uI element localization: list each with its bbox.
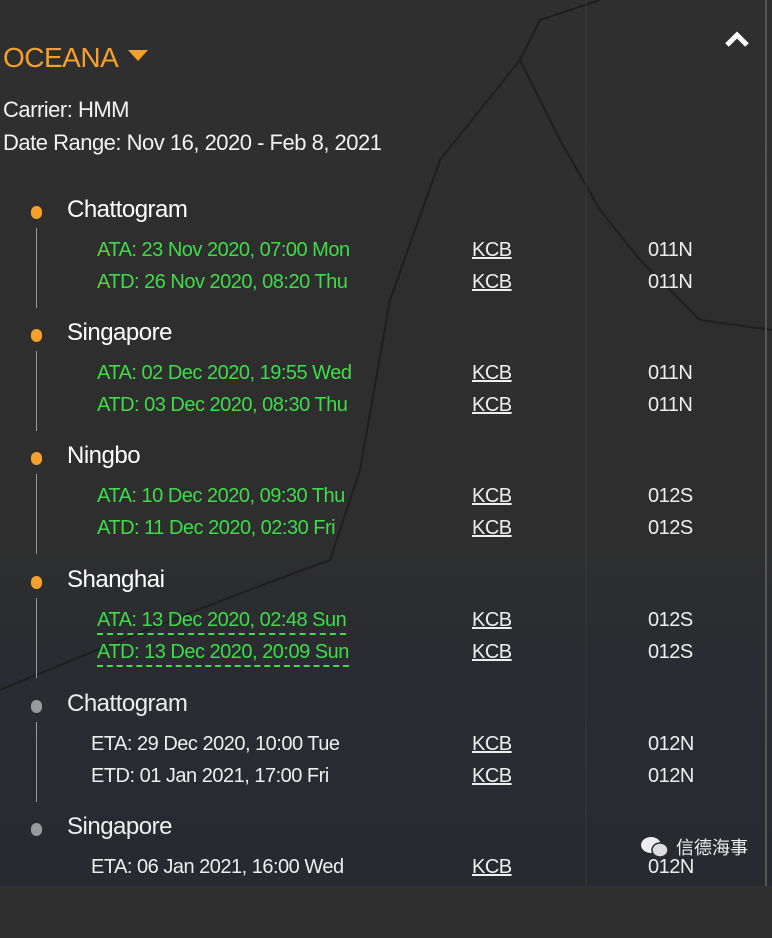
timeline-line	[36, 351, 37, 431]
schedule-row: ATA: 10 Dec 2020, 09:30 Thu KCB 012S	[0, 485, 772, 513]
port-name: Chattogram	[67, 196, 188, 223]
event-time: ETA: 06 Jan 2021, 16:00 Wed	[91, 856, 344, 878]
event-time: ATA: 02 Dec 2020, 19:55 Wed	[97, 362, 352, 384]
schedule-row: ATD: 26 Nov 2020, 08:20 Thu KCB 011N	[0, 271, 772, 299]
service-link[interactable]: KCB	[472, 394, 512, 416]
timeline-dot-icon	[31, 576, 42, 589]
port-name: Ningbo	[67, 442, 141, 469]
port-stop: Ningbo ATA: 10 Dec 2020, 09:30 Thu KCB 0…	[0, 442, 772, 567]
event-time: ATD: 11 Dec 2020, 02:30 Fri	[97, 517, 336, 539]
service-link[interactable]: KCB	[472, 239, 512, 261]
service-link[interactable]: KCB	[472, 733, 512, 755]
carrier-label: Carrier: HMM	[3, 97, 130, 122]
schedule-row: ATA: 13 Dec 2020, 02:48 Sun KCB 012S	[0, 609, 772, 637]
service-link[interactable]: KCB	[472, 856, 512, 878]
port-name: Singapore	[67, 319, 172, 346]
timeline-line	[36, 474, 37, 554]
event-time: ATA: 23 Nov 2020, 07:00 Mon	[97, 239, 350, 261]
voyage-number: 012N	[648, 733, 694, 755]
voyage-number: 011N	[648, 271, 693, 293]
schedule-row: ATA: 23 Nov 2020, 07:00 Mon KCB 011N	[0, 239, 772, 267]
chevron-up-icon[interactable]	[724, 28, 750, 50]
timeline-dot-icon	[31, 206, 42, 219]
port-name: Shanghai	[67, 566, 165, 593]
date-range-label: Date Range: Nov 16, 2020 - Feb 8, 2021	[3, 130, 382, 155]
schedule-row: ATA: 02 Dec 2020, 19:55 Wed KCB 011N	[0, 362, 772, 390]
event-time: ETA: 29 Dec 2020, 10:00 Tue	[91, 733, 340, 755]
event-time: ATA: 10 Dec 2020, 09:30 Thu	[97, 485, 345, 507]
event-time: ATD: 13 Dec 2020, 20:09 Sun	[97, 641, 349, 667]
voyage-number: 011N	[648, 362, 693, 384]
caret-down-icon	[128, 49, 149, 61]
schedule-row: ATD: 11 Dec 2020, 02:30 Fri KCB 012S	[0, 517, 772, 545]
timeline-dot-icon	[31, 329, 42, 342]
port-stop: Chattogram ATA: 23 Nov 2020, 07:00 Mon K…	[0, 196, 772, 321]
port-stop: Chattogram ETA: 29 Dec 2020, 10:00 Tue K…	[0, 690, 772, 815]
voyage-number: 012S	[648, 485, 693, 507]
watermark: 信德海事	[640, 834, 748, 860]
event-time: ATA: 13 Dec 2020, 02:48 Sun	[97, 609, 347, 635]
timeline-line	[36, 722, 37, 802]
wechat-icon	[641, 837, 669, 858]
service-link[interactable]: KCB	[472, 271, 512, 293]
schedule-row: ATD: 13 Dec 2020, 20:09 Sun KCB 012S	[0, 641, 772, 669]
service-link[interactable]: KCB	[472, 609, 512, 631]
voyage-number: 012S	[648, 609, 693, 631]
service-link[interactable]: KCB	[472, 517, 512, 539]
event-time: ATD: 03 Dec 2020, 08:30 Thu	[97, 394, 348, 416]
vessel-name: OCEANA	[3, 42, 119, 73]
port-stop: Shanghai ATA: 13 Dec 2020, 02:48 Sun KCB…	[0, 566, 772, 691]
service-link[interactable]: KCB	[472, 485, 512, 507]
vessel-dropdown[interactable]: OCEANA	[3, 42, 149, 74]
port-stop: Singapore ATA: 02 Dec 2020, 19:55 Wed KC…	[0, 319, 772, 444]
timeline-dot-icon	[31, 700, 42, 713]
schedule-row: ETA: 06 Jan 2021, 16:00 Wed KCB 012N	[0, 856, 772, 884]
port-name: Chattogram	[67, 690, 188, 717]
voyage-number: 012S	[648, 517, 693, 539]
voyage-number: 011N	[648, 394, 693, 416]
service-link[interactable]: KCB	[472, 362, 512, 384]
voyage-number: 012S	[648, 641, 693, 663]
vessel-schedule-panel: OCEANA Carrier: HMM Date Range: Nov 16, …	[0, 28, 772, 878]
timeline-line	[36, 598, 37, 678]
event-time: ETD: 01 Jan 2021, 17:00 Fri	[91, 765, 329, 787]
schedule-row: ETD: 01 Jan 2021, 17:00 Fri KCB 012N	[0, 765, 772, 793]
voyage-number: 012N	[648, 856, 694, 878]
schedule-row: ETA: 29 Dec 2020, 10:00 Tue KCB 012N	[0, 733, 772, 761]
voyage-number: 012N	[648, 765, 694, 787]
timeline-dot-icon	[31, 452, 42, 465]
service-link[interactable]: KCB	[472, 765, 512, 787]
voyage-number: 011N	[648, 239, 693, 261]
port-stop: Singapore ETA: 06 Jan 2021, 16:00 Wed KC…	[0, 813, 772, 938]
schedule-row: ATD: 03 Dec 2020, 08:30 Thu KCB 011N	[0, 394, 772, 422]
timeline-dot-icon	[31, 823, 42, 836]
timeline-line	[36, 228, 37, 308]
event-time: ATD: 26 Nov 2020, 08:20 Thu	[97, 271, 348, 293]
port-name: Singapore	[67, 813, 172, 840]
service-link[interactable]: KCB	[472, 641, 512, 663]
